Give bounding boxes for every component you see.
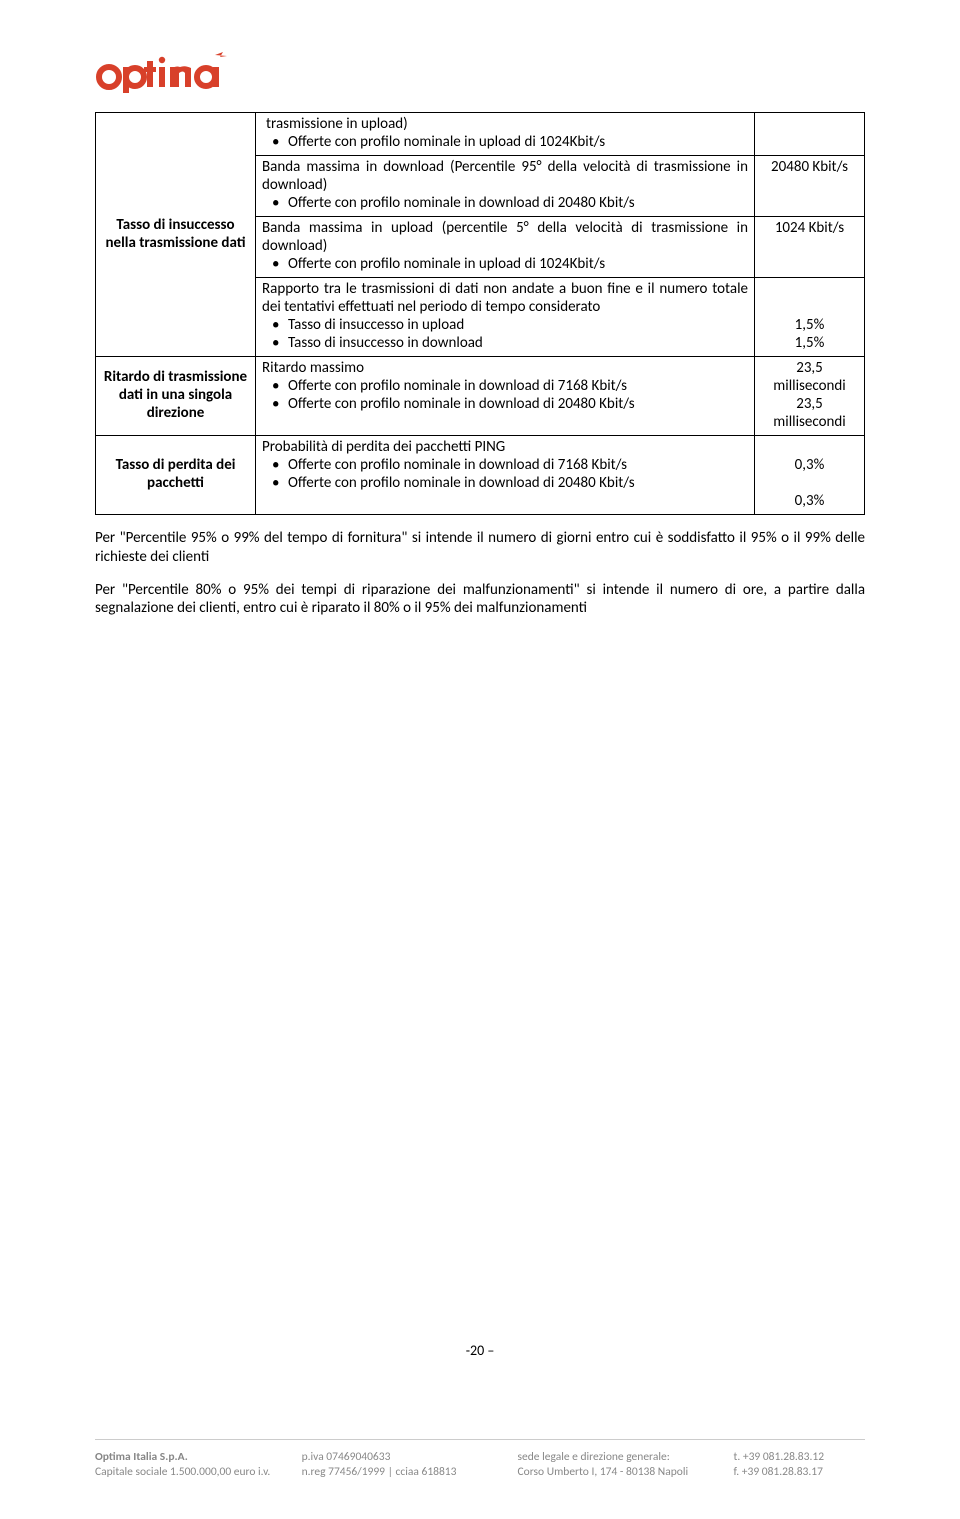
paragraph-percentile-fornitura: Per "Percentile 95% o 99% del tempo di f… (95, 529, 865, 567)
bullet: Offerte con profilo nominale in download… (276, 474, 748, 492)
bullet: Offerte con profilo nominale in download… (276, 377, 748, 395)
value-cell-empty (755, 113, 865, 156)
footer-sede-label: sede legale e direzione generale: (518, 1450, 670, 1464)
footer-piva: p.iva 07469040633 (302, 1450, 391, 1464)
page-number: -20 – (0, 1342, 960, 1359)
value-cell: 23,5 millisecondi 23,5 millisecondi (755, 357, 865, 436)
footer-fax: f. +39 081.28.83.17 (734, 1465, 823, 1479)
row-label-insuccesso: Tasso di insuccesso nella trasmissione d… (96, 113, 256, 357)
bullet: Offerte con profilo nominale in download… (276, 456, 748, 474)
logo (95, 50, 865, 94)
bullet: Tasso di insuccesso in download (276, 334, 748, 352)
desc-cell: Banda massima in upload (percentile 5° d… (256, 217, 755, 278)
desc-cell: Rapporto tra le trasmissioni di dati non… (256, 278, 755, 357)
desc-cell: Probabilità di perdita dei pacchetti PIN… (256, 436, 755, 515)
value-cell: 20480 Kbit/s (755, 156, 865, 217)
quality-metrics-table: Tasso di insuccesso nella trasmissione d… (95, 112, 865, 515)
row-label-perdita: Tasso di perdita dei pacchetti (96, 436, 256, 515)
paragraph-percentile-riparazione: Per "Percentile 80% o 95% dei tempi di r… (95, 581, 865, 619)
bullet: Offerte con profilo nominale in download… (276, 395, 748, 413)
row-label-ritardo: Ritardo di trasmissione dati in una sing… (96, 357, 256, 436)
desc-cell: trasmissione in upload) Offerte con prof… (256, 113, 755, 156)
optima-logo (95, 50, 245, 94)
bullet: Offerte con profilo nominale in upload d… (276, 255, 748, 273)
desc-cell: Banda massima in download (Percentile 95… (256, 156, 755, 217)
bullet: Offerte con profilo nominale in download… (276, 194, 748, 212)
bullet: Offerte con profilo nominale in upload d… (276, 133, 748, 151)
desc-cell: Ritardo massimo Offerte con profilo nomi… (256, 357, 755, 436)
footer-sede-addr: Corso Umberto I, 174 - 80138 Napoli (518, 1465, 689, 1479)
value-cell: 1,5% 1,5% (755, 278, 865, 357)
bullet: Tasso di insuccesso in upload (276, 316, 748, 334)
footer: Optima Italia S.p.A. Capitale sociale 1.… (95, 1439, 865, 1481)
value-cell: 1024 Kbit/s (755, 217, 865, 278)
value-cell: 0,3% 0,3% (755, 436, 865, 515)
footer-company: Optima Italia S.p.A. (95, 1450, 188, 1464)
footer-nreg: n.reg 77456/1999 | cciaa 618813 (302, 1465, 457, 1479)
footer-capital: Capitale sociale 1.500.000,00 euro i.v. (95, 1465, 270, 1479)
footer-tel: t. +39 081.28.83.12 (734, 1450, 825, 1464)
